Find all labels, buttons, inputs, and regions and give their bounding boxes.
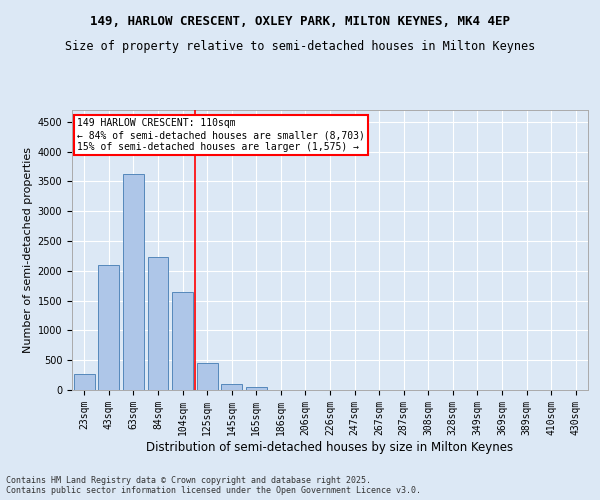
Bar [172, 292, 193, 390]
Bar [148, 257, 169, 390]
Text: 149 HARLOW CRESCENT: 110sqm
← 84% of semi-detached houses are smaller (8,703)
15: 149 HARLOW CRESCENT: 110sqm ← 84% of sem… [77, 118, 365, 152]
Bar [221, 384, 242, 390]
Bar [123, 174, 144, 390]
Bar [74, 374, 95, 390]
Bar [246, 387, 267, 390]
Text: Contains HM Land Registry data © Crown copyright and database right 2025.
Contai: Contains HM Land Registry data © Crown c… [6, 476, 421, 495]
Bar [197, 363, 218, 390]
Text: 149, HARLOW CRESCENT, OXLEY PARK, MILTON KEYNES, MK4 4EP: 149, HARLOW CRESCENT, OXLEY PARK, MILTON… [90, 15, 510, 28]
X-axis label: Distribution of semi-detached houses by size in Milton Keynes: Distribution of semi-detached houses by … [146, 440, 514, 454]
Text: Size of property relative to semi-detached houses in Milton Keynes: Size of property relative to semi-detach… [65, 40, 535, 53]
Bar [98, 265, 119, 390]
Y-axis label: Number of semi-detached properties: Number of semi-detached properties [23, 147, 34, 353]
